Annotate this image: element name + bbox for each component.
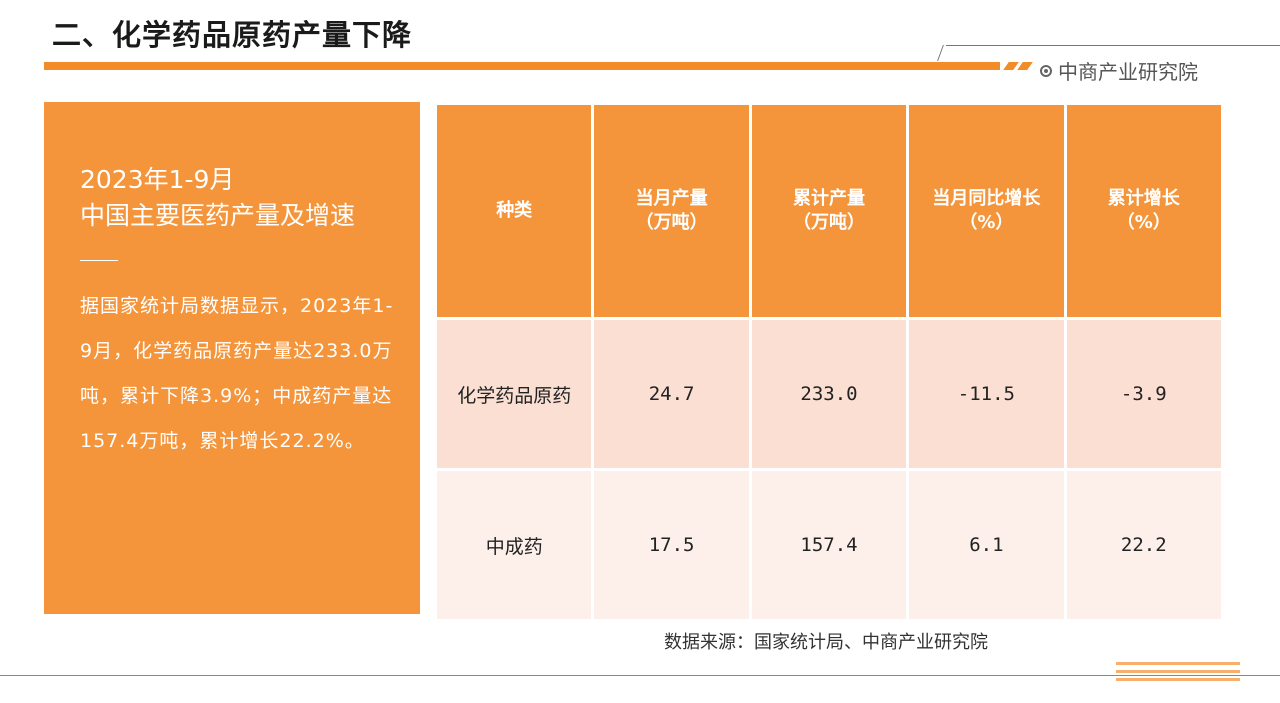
table-cell: -11.5 xyxy=(906,317,1067,471)
summary-title-line2: 中国主要医药产量及增速 xyxy=(80,201,356,230)
header-monthly-yoy: 当月同比增长 （%） xyxy=(906,102,1067,320)
table-cell: 6.1 xyxy=(906,468,1067,622)
table-cell: 17.5 xyxy=(591,468,752,622)
page-title: 二、化学药品原药产量下降 xyxy=(52,18,413,52)
target-icon xyxy=(1040,64,1052,77)
table-cell: 233.0 xyxy=(748,317,910,471)
brand: 中商产业研究院 xyxy=(1040,56,1198,85)
footer-stripe xyxy=(1116,662,1240,665)
brand-name: 中商产业研究院 xyxy=(1058,60,1198,84)
footer-stripe xyxy=(1116,670,1240,673)
table-cell: 157.4 xyxy=(748,468,910,622)
header-accent-bar xyxy=(44,62,1000,70)
summary-divider xyxy=(80,260,118,261)
production-table: 种类 当月产量 （万吨） 累计产量 （万吨） 当月同比增长 （%） 累计增长 （%） 化… xyxy=(433,102,1225,622)
footer-decoration xyxy=(1116,662,1240,690)
table-cell: 中成药 xyxy=(433,468,595,622)
data-table: 种类 当月产量 （万吨） 累计产量 （万吨） 当月同比增长 （%） 累计增长 （%） 化… xyxy=(433,102,1225,622)
table-cell: 22.2 xyxy=(1063,468,1225,622)
table-row: 中成药 17.5 157.4 6.1 22.2 xyxy=(433,468,1225,622)
summary-panel: 2023年1-9月 中国主要医药产量及增速 据国家统计局数据显示，2023年1-… xyxy=(44,102,420,614)
header-thin-line xyxy=(946,45,1280,46)
header-category: 种类 xyxy=(433,102,595,320)
header-thin-line-diagonal xyxy=(937,45,944,61)
summary-text: 据国家统计局数据显示，2023年1-9月，化学药品原药产量达233.0万吨，累计… xyxy=(80,295,394,452)
table-cell: 24.7 xyxy=(591,317,752,471)
table-cell: 化学药品原药 xyxy=(433,317,595,471)
table-row: 化学药品原药 24.7 233.0 -11.5 -3.9 xyxy=(433,317,1225,471)
header-cumulative-growth: 累计增长 （%） xyxy=(1063,102,1225,320)
header-cumulative-output: 累计产量 （万吨） xyxy=(748,102,910,320)
data-source-note: 数据来源：国家统计局、中商产业研究院 xyxy=(664,632,988,653)
table-cell: -3.9 xyxy=(1063,317,1225,471)
summary-title-line1: 2023年1-9月 xyxy=(80,165,235,194)
header-monthly-output: 当月产量 （万吨） xyxy=(591,102,752,320)
summary-title: 2023年1-9月 中国主要医药产量及增速 xyxy=(80,162,355,234)
footer-stripe xyxy=(1116,678,1240,681)
table-header-row: 种类 当月产量 （万吨） 累计产量 （万吨） 当月同比增长 （%） 累计增长 （%） xyxy=(433,102,1225,320)
footer-line xyxy=(0,675,1280,676)
header-slash-mark xyxy=(1017,62,1033,70)
